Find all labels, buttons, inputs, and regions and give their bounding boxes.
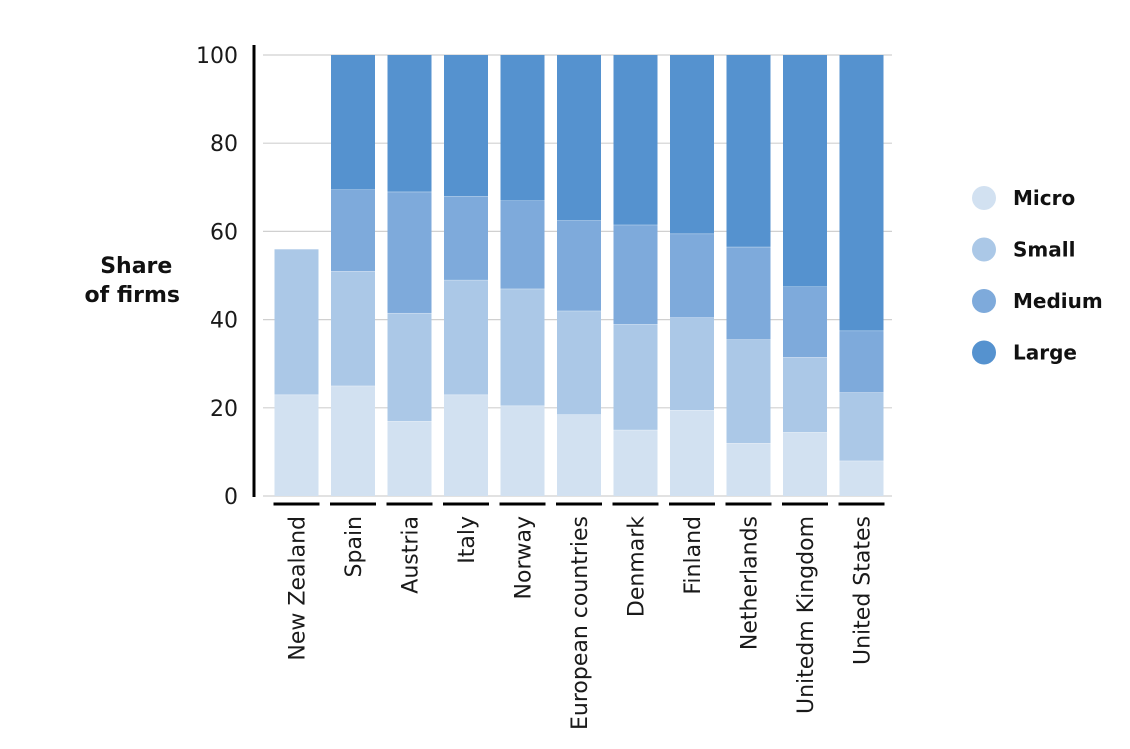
legend-swatch-small bbox=[972, 237, 996, 262]
bar-medium-5 bbox=[557, 220, 601, 311]
bar-medium-6 bbox=[613, 224, 658, 325]
axes bbox=[252, 45, 885, 506]
bar-large-9 bbox=[783, 55, 827, 287]
bar-micro-8 bbox=[726, 443, 771, 496]
bar-micro-5 bbox=[557, 414, 601, 496]
x-tick-label: Norway bbox=[512, 516, 537, 599]
y-tick-label: 40 bbox=[210, 309, 238, 334]
legend-label-micro: Micro bbox=[1013, 186, 1075, 210]
bar-large-10 bbox=[839, 55, 884, 331]
bar-micro-10 bbox=[839, 460, 884, 496]
bar-small-4 bbox=[500, 288, 545, 406]
bar-small-10 bbox=[839, 392, 884, 461]
bar-medium-1 bbox=[331, 189, 375, 272]
legend: Micro Small Medium Large bbox=[972, 186, 1103, 365]
bar-medium-3 bbox=[444, 196, 488, 280]
legend-label-large: Large bbox=[1013, 341, 1077, 365]
bar-small-0 bbox=[274, 249, 319, 395]
x-tick-label: Finland bbox=[681, 516, 706, 595]
y-tick-label: 0 bbox=[224, 485, 238, 510]
bar-large-5 bbox=[557, 55, 601, 221]
x-tick-label: Spain bbox=[342, 516, 367, 577]
x-tick-label: European countries bbox=[568, 516, 593, 730]
bar-small-6 bbox=[613, 324, 658, 430]
bar-micro-1 bbox=[331, 385, 375, 496]
bar-micro-7 bbox=[670, 410, 714, 496]
bar-medium-2 bbox=[387, 191, 432, 313]
x-tick-labels: New Zealand Spain Austria Italy Norway Europe… bbox=[286, 516, 876, 730]
bar-micro-0 bbox=[274, 394, 319, 496]
y-tick-label: 60 bbox=[210, 220, 238, 245]
bar-micro-2 bbox=[387, 421, 432, 496]
y-tick-labels: 0 20 40 60 80 100 bbox=[196, 44, 238, 510]
bar-large-2 bbox=[387, 55, 432, 192]
bar-micro-3 bbox=[444, 394, 488, 496]
bar-medium-4 bbox=[500, 200, 545, 289]
bar-micro-9 bbox=[783, 432, 827, 496]
bar-small-2 bbox=[387, 312, 432, 422]
bar-small-3 bbox=[444, 279, 488, 395]
legend-swatch-large bbox=[972, 340, 996, 365]
bar-large-3 bbox=[444, 55, 488, 197]
x-tick-label: Unitedm Kingdom bbox=[794, 516, 819, 714]
bar-large-6 bbox=[613, 55, 658, 225]
y-tick-label: 80 bbox=[210, 132, 238, 157]
x-tick-label: Italy bbox=[455, 516, 480, 564]
bar-medium-9 bbox=[783, 286, 827, 358]
bar-large-7 bbox=[670, 55, 714, 234]
x-tick-label: Netherlands bbox=[738, 516, 763, 650]
legend-label-medium: Medium bbox=[1013, 289, 1103, 313]
bar-small-8 bbox=[726, 339, 771, 444]
bar-micro-4 bbox=[500, 405, 545, 496]
legend-swatch-medium bbox=[972, 289, 996, 313]
bar-medium-7 bbox=[670, 233, 714, 318]
bar-small-9 bbox=[783, 357, 827, 433]
legend-label-small: Small bbox=[1013, 238, 1075, 262]
y-tick-label: 100 bbox=[196, 44, 238, 69]
bar-small-5 bbox=[557, 310, 601, 415]
y-axis-label: Share of firms bbox=[84, 254, 180, 308]
bar-medium-8 bbox=[726, 246, 771, 340]
y-tick-label: 20 bbox=[210, 397, 238, 422]
bar-large-4 bbox=[500, 55, 545, 201]
x-tick-label: New Zealand bbox=[286, 516, 311, 661]
x-tick-label: Denmark bbox=[625, 516, 650, 617]
bar-small-1 bbox=[331, 271, 375, 386]
x-tick-label: Austria bbox=[399, 516, 424, 594]
bars bbox=[274, 55, 884, 496]
bar-large-1 bbox=[331, 55, 375, 190]
legend-swatch-micro bbox=[972, 186, 996, 210]
x-tick-label: United States bbox=[851, 516, 876, 665]
bar-micro-6 bbox=[613, 429, 658, 496]
bar-large-8 bbox=[726, 55, 771, 247]
bar-medium-10 bbox=[839, 330, 884, 393]
bar-small-7 bbox=[670, 317, 714, 411]
